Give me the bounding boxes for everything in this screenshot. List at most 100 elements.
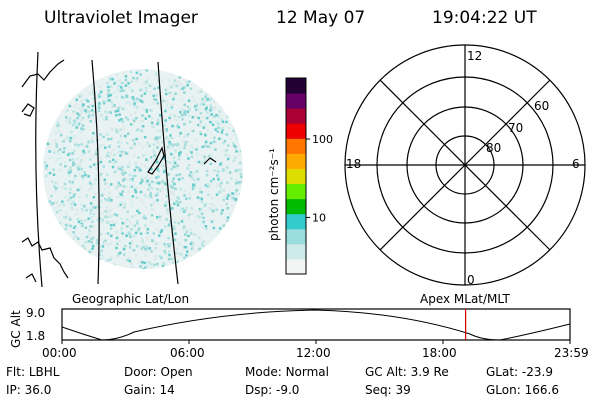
uv-pixel xyxy=(113,82,116,85)
uv-pixel xyxy=(75,212,78,216)
uv-pixel xyxy=(155,176,158,179)
uv-pixel xyxy=(73,134,76,138)
uv-pixel xyxy=(122,179,125,182)
uv-pixel xyxy=(129,70,133,74)
uv-pixel xyxy=(178,143,181,146)
uv-pixel xyxy=(68,158,72,162)
uv-pixel xyxy=(91,220,94,223)
uv-pixel xyxy=(186,84,189,87)
uv-pixel xyxy=(112,223,116,227)
uv-pixel xyxy=(49,142,52,146)
uv-pixel xyxy=(144,117,147,120)
uv-pixel xyxy=(211,203,214,206)
uv-pixel xyxy=(77,121,80,124)
uv-pixel xyxy=(112,263,116,267)
uv-pixel xyxy=(80,222,84,226)
uv-pixel xyxy=(53,185,56,188)
uv-pixel xyxy=(77,220,81,223)
uv-pixel xyxy=(121,120,125,123)
uv-pixel xyxy=(121,195,124,198)
uv-pixel xyxy=(81,244,85,248)
uv-pixel xyxy=(218,190,221,194)
uv-pixel xyxy=(89,212,92,215)
uv-pixel xyxy=(173,114,176,117)
uv-pixel xyxy=(230,195,233,198)
uv-pixel xyxy=(54,141,57,145)
uv-pixel xyxy=(146,182,149,185)
uv-pixel xyxy=(80,208,84,211)
colorbar-segment xyxy=(286,168,306,185)
colorbar-segment xyxy=(286,108,306,124)
geographic-image-panel xyxy=(21,52,243,287)
uv-pixel xyxy=(106,258,109,262)
uv-pixel xyxy=(130,185,134,189)
uv-pixel xyxy=(54,131,57,134)
colorbar-segment xyxy=(286,228,306,245)
uv-pixel xyxy=(68,139,72,143)
uv-pixel xyxy=(110,100,114,104)
uv-pixel xyxy=(217,122,220,126)
uv-pixel xyxy=(165,160,169,163)
uv-pixel xyxy=(76,164,79,168)
colorbar-segment xyxy=(286,183,306,200)
uv-pixel xyxy=(222,141,225,145)
uv-pixel xyxy=(164,225,167,228)
uv-pixel xyxy=(121,166,124,169)
uv-pixel xyxy=(70,130,73,134)
uv-pixel xyxy=(100,95,103,98)
uv-pixel xyxy=(59,156,63,159)
uv-pixel xyxy=(85,110,88,114)
uv-pixel xyxy=(88,232,91,235)
uv-pixel xyxy=(202,163,205,166)
uv-pixel xyxy=(225,120,228,124)
uv-pixel xyxy=(230,204,234,207)
uv-pixel xyxy=(54,187,58,190)
colorbar-segment xyxy=(286,213,306,230)
uv-pixel xyxy=(150,109,154,113)
uv-pixel xyxy=(173,238,177,242)
uv-pixel xyxy=(108,99,111,102)
uv-pixel xyxy=(192,185,195,188)
uv-pixel xyxy=(232,142,235,145)
uv-pixel xyxy=(92,213,96,216)
uv-pixel xyxy=(109,227,113,230)
uv-pixel xyxy=(140,247,143,250)
uv-pixel xyxy=(171,144,174,147)
uv-pixel xyxy=(173,221,177,224)
uv-pixel xyxy=(123,203,127,206)
uv-pixel xyxy=(141,129,145,133)
uv-pixel xyxy=(73,203,77,206)
uv-pixel xyxy=(235,182,238,185)
uv-pixel xyxy=(121,107,125,111)
uv-pixel xyxy=(170,167,173,171)
uv-pixel xyxy=(108,258,112,261)
uv-pixel xyxy=(141,260,144,264)
uv-pixel xyxy=(176,203,180,207)
uv-pixel xyxy=(141,262,144,266)
uv-pixel xyxy=(121,190,124,193)
uv-pixel xyxy=(128,221,132,224)
lat-label-80: 80 xyxy=(486,141,501,155)
uv-pixel xyxy=(121,173,125,176)
uv-pixel xyxy=(86,207,90,210)
uv-pixel xyxy=(91,114,94,117)
uv-pixel xyxy=(151,208,155,212)
uv-pixel xyxy=(149,176,152,180)
uv-pixel xyxy=(98,102,101,105)
uv-pixel xyxy=(219,188,223,191)
uv-pixel xyxy=(163,243,166,246)
uv-pixel xyxy=(131,240,134,243)
uv-pixel xyxy=(156,102,159,105)
uv-pixel xyxy=(80,96,83,99)
uv-pixel xyxy=(146,231,149,235)
uv-pixel xyxy=(140,94,143,98)
uv-pixel xyxy=(199,120,203,123)
uv-pixel xyxy=(61,149,64,152)
uv-pixel xyxy=(235,135,238,138)
uv-pixel xyxy=(68,215,72,219)
uv-pixel xyxy=(150,220,153,224)
uv-pixel xyxy=(158,255,161,258)
uv-pixel xyxy=(191,244,194,248)
uv-pixel xyxy=(203,155,206,159)
uv-pixel xyxy=(75,208,79,212)
